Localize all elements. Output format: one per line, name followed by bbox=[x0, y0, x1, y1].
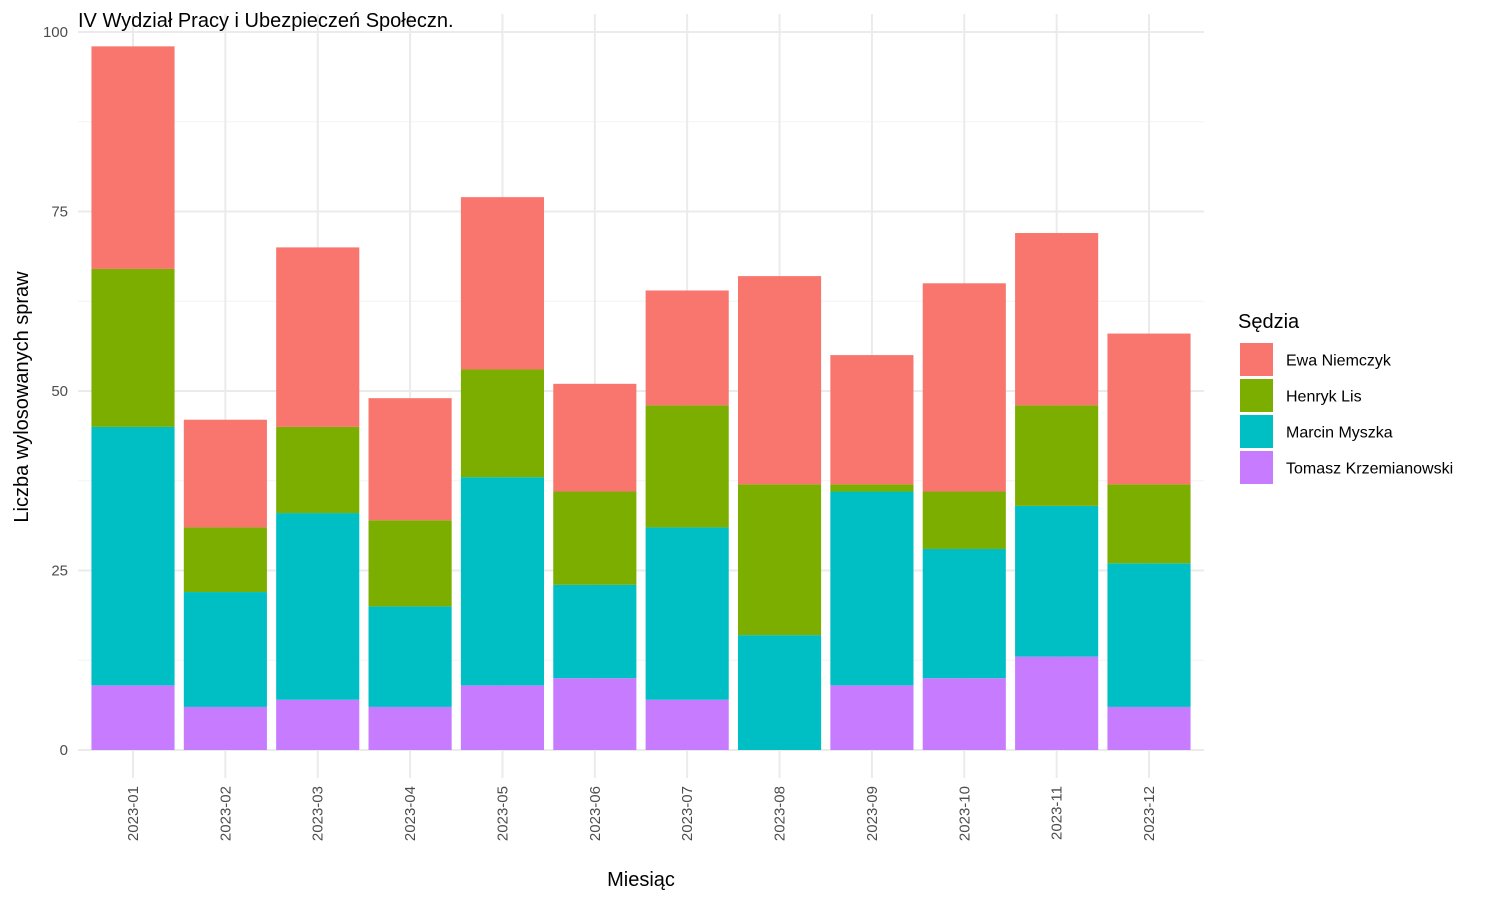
bar-segment bbox=[183, 706, 267, 750]
bar-segment bbox=[91, 268, 175, 427]
bar-segment bbox=[183, 592, 267, 707]
x-tick-label: 2023-09 bbox=[864, 786, 881, 841]
bar-segment bbox=[368, 520, 452, 607]
legend-item: Tomasz Krzemianowski bbox=[1240, 451, 1453, 484]
bar-segment bbox=[922, 491, 1006, 549]
bar-segment bbox=[1107, 706, 1191, 750]
legend-item: Henryk Lis bbox=[1240, 379, 1362, 412]
x-tick-label: 2023-08 bbox=[772, 786, 789, 841]
legend-key bbox=[1240, 343, 1273, 376]
bar-segment bbox=[645, 527, 729, 700]
bar-segment bbox=[1107, 563, 1191, 707]
x-tick-label: 2023-12 bbox=[1141, 786, 1158, 841]
bar-segment bbox=[460, 477, 545, 686]
x-tick-label: 2023-07 bbox=[679, 786, 696, 841]
x-tick-label: 2023-01 bbox=[125, 786, 142, 841]
bar-segment bbox=[183, 419, 267, 528]
x-tick-label: 2023-04 bbox=[402, 786, 419, 841]
bar-segment bbox=[460, 197, 545, 370]
x-tick-label: 2023-10 bbox=[956, 786, 973, 841]
y-tick-label: 50 bbox=[51, 383, 68, 400]
bar-segment bbox=[830, 484, 914, 492]
bar-segment bbox=[645, 699, 729, 750]
bar-segment bbox=[91, 685, 175, 750]
legend-item: Ewa Niemczyk bbox=[1240, 343, 1392, 376]
bar-segment bbox=[276, 247, 360, 427]
y-tick-label: 100 bbox=[43, 24, 68, 41]
bar-segment bbox=[1015, 656, 1099, 750]
y-axis-ticks: 0 25 50 75 100 bbox=[43, 24, 68, 759]
x-tick-label: 2023-02 bbox=[217, 786, 234, 841]
bar-segment bbox=[553, 678, 637, 750]
bar-segment bbox=[830, 491, 914, 686]
bar-segment bbox=[737, 484, 822, 636]
x-tick-label: 2023-03 bbox=[310, 786, 327, 841]
legend: Sędzia Ewa Niemczyk Henryk Lis Marcin Mysz… bbox=[1238, 311, 1453, 484]
bar-segment bbox=[553, 491, 637, 585]
legend-key bbox=[1240, 415, 1273, 448]
legend-items: Ewa Niemczyk Henryk Lis Marcin Myszka Tomas… bbox=[1240, 343, 1453, 484]
bar-segment bbox=[553, 383, 637, 492]
x-tick-label: 2023-06 bbox=[587, 786, 604, 841]
bar-segment bbox=[737, 276, 822, 485]
bar-segment bbox=[922, 548, 1006, 679]
bar-segment bbox=[460, 369, 545, 478]
y-tick-label: 25 bbox=[51, 563, 68, 580]
y-tick-label: 75 bbox=[51, 204, 68, 221]
bar-segment bbox=[922, 283, 1006, 492]
bar-segment bbox=[368, 606, 452, 707]
chart-title: IV Wydział Pracy i Ubezpieczeń Społeczn. bbox=[78, 10, 454, 32]
x-tick-label: 2023-11 bbox=[1049, 786, 1066, 840]
bar-segment bbox=[737, 635, 822, 750]
legend-key bbox=[1240, 379, 1273, 412]
legend-label: Henryk Lis bbox=[1286, 389, 1362, 406]
bar-segment bbox=[276, 699, 360, 750]
y-axis-title: Liczba wylosowanych spraw bbox=[11, 271, 33, 523]
legend-label: Marcin Myszka bbox=[1286, 425, 1393, 442]
bar-segment bbox=[1107, 333, 1191, 485]
bar-segment bbox=[460, 685, 545, 750]
legend-label: Tomasz Krzemianowski bbox=[1286, 461, 1453, 478]
legend-title: Sędzia bbox=[1238, 311, 1300, 333]
bar-segment bbox=[91, 426, 175, 686]
bar-segment bbox=[1015, 405, 1099, 506]
legend-item: Marcin Myszka bbox=[1240, 415, 1393, 448]
bar-segment bbox=[276, 513, 360, 700]
bar-segment bbox=[1015, 233, 1099, 406]
bar-segment bbox=[91, 46, 175, 269]
x-axis-ticks: 2023-01 2023-02 2023-03 2023-04 2023-05 2023-… bbox=[125, 786, 1158, 841]
bar-segment bbox=[276, 426, 360, 514]
y-tick-label: 0 bbox=[60, 742, 68, 759]
bar-segment bbox=[645, 405, 729, 528]
bar-segment bbox=[645, 290, 729, 406]
bar-segment bbox=[368, 706, 452, 750]
bar-segment bbox=[922, 678, 1006, 750]
bar-segment bbox=[368, 398, 452, 521]
x-tick-label: 2023-05 bbox=[494, 786, 511, 841]
legend-key bbox=[1240, 451, 1273, 484]
bar-segment bbox=[1015, 505, 1099, 657]
bar-segment bbox=[553, 584, 637, 679]
bars bbox=[91, 46, 1191, 750]
bar-segment bbox=[183, 527, 267, 593]
bar-segment bbox=[830, 685, 914, 750]
bar-segment bbox=[830, 355, 914, 485]
x-axis-title: Miesiąc bbox=[607, 869, 675, 891]
legend-label: Ewa Niemczyk bbox=[1286, 353, 1392, 370]
bar-segment bbox=[1107, 484, 1191, 564]
